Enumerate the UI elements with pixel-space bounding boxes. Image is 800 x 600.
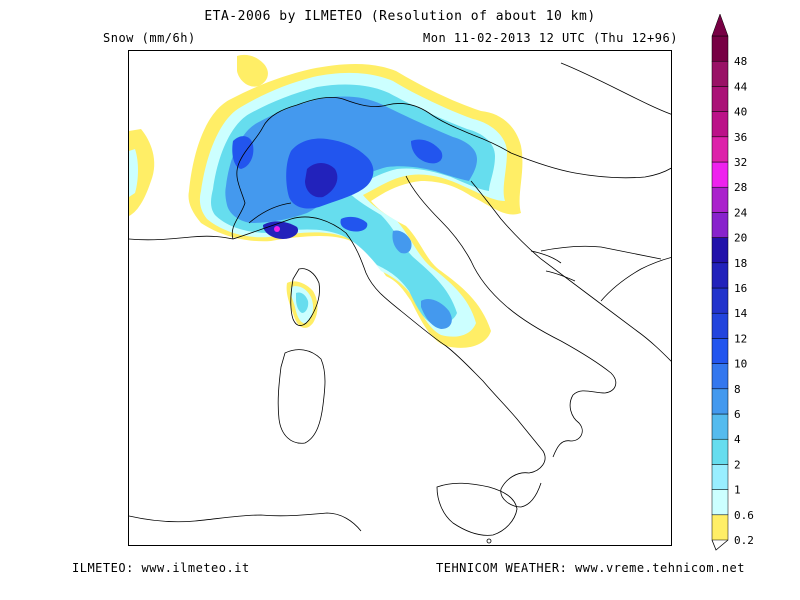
legend-swatch-36	[711, 111, 729, 138]
legend-label-2: 2	[734, 458, 741, 471]
legend-label-16: 16	[734, 282, 747, 295]
map-outlines	[129, 62, 671, 544]
legend-swatch-14	[711, 287, 729, 314]
legend-label-8: 8	[734, 383, 741, 396]
legend-swatch-20	[711, 212, 729, 238]
footer-left-credit: ILMETEO: www.ilmeteo.it	[72, 561, 250, 575]
legend-swatch-18	[711, 237, 729, 264]
valid-time-label: Mon 11-02-2013 12 UTC (Thu 12+96)	[423, 31, 678, 45]
legend-label-18: 18	[734, 257, 747, 270]
legend-swatch-48	[711, 35, 729, 62]
legend-swatch-6	[711, 388, 729, 415]
legend-label-6: 6	[734, 408, 741, 421]
legend-swatch-4	[711, 413, 729, 440]
legend-label-40: 40	[734, 106, 747, 119]
legend-label-20: 20	[734, 232, 747, 245]
legend-label-48: 48	[734, 55, 747, 68]
legend-swatch-0.2	[711, 514, 729, 541]
legend-bottom-pointer	[711, 539, 729, 551]
legend-label-14: 14	[734, 307, 748, 320]
legend-swatch-8	[711, 363, 729, 390]
legend-label-28: 28	[734, 181, 747, 194]
snow-map	[129, 54, 671, 544]
legend-label-10: 10	[734, 358, 747, 371]
legend-swatch-12	[711, 312, 729, 339]
legend-swatch-24	[711, 186, 729, 213]
legend-swatch-28	[711, 161, 729, 188]
footer-right-credit: TEHNICOM WEATHER: www.vreme.tehnicom.net	[436, 561, 745, 575]
legend-swatch-32	[711, 136, 729, 163]
map-frame	[128, 50, 672, 546]
legend-label-0.2: 0.2	[734, 534, 754, 547]
legend-swatch-16	[711, 262, 729, 289]
snow-peak-marker	[274, 226, 280, 232]
legend-label-4: 4	[734, 433, 741, 446]
legend-label-12: 12	[734, 332, 747, 345]
legend-label-1: 1	[734, 484, 741, 497]
legend-label-36: 36	[734, 131, 747, 144]
legend-swatch-1	[711, 464, 729, 490]
legend-swatch-40	[711, 86, 729, 112]
map-title: ETA-2006 by ILMETEO (Resolution of about…	[204, 9, 596, 24]
legend-swatch-0.6	[711, 489, 729, 516]
legend-swatch-10	[711, 338, 729, 364]
legend-label-0.6: 0.6	[734, 509, 754, 522]
legend-label-32: 32	[734, 156, 747, 169]
legend-label-24: 24	[734, 206, 748, 219]
legend-swatch-44	[711, 60, 729, 87]
variable-label: Snow (mm/6h)	[103, 31, 196, 45]
snow-band-10	[232, 136, 443, 232]
legend-label-44: 44	[734, 80, 748, 93]
legend-swatch-2	[711, 438, 729, 465]
